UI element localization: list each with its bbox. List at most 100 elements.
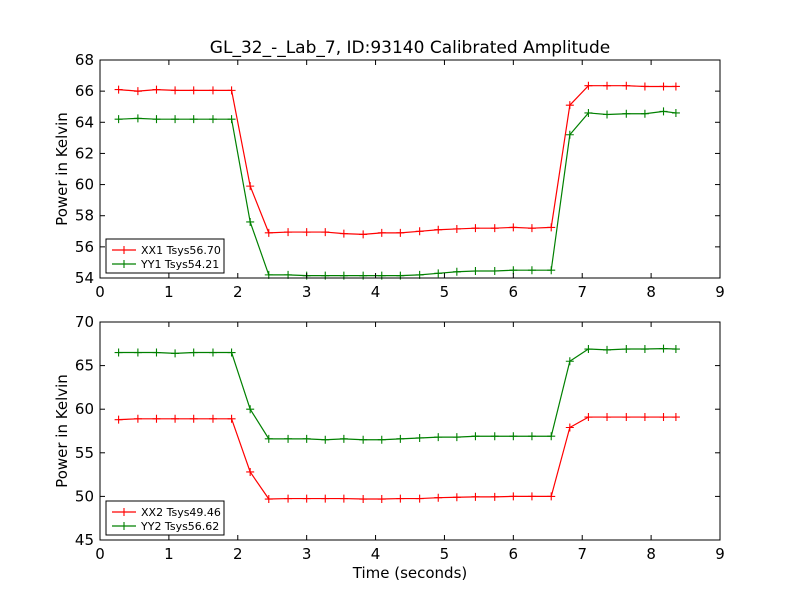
chart-2-series-2-point xyxy=(227,348,236,357)
chart-2-x-tick-label: 1 xyxy=(164,545,174,563)
chart-2-series-1-point xyxy=(152,414,161,423)
chart-1-series-1-point xyxy=(227,86,236,95)
chart-2-series-1-point xyxy=(659,413,668,422)
chart-2-series-2-point xyxy=(302,434,311,443)
chart-1-series-2-point xyxy=(208,115,217,124)
chart-2-series-2-point xyxy=(659,344,668,353)
chart-2-series-1-point xyxy=(415,494,424,503)
chart-1-axes-frame xyxy=(99,59,721,279)
chart-2-series-2-point xyxy=(509,432,518,441)
chart-1-series-1-point xyxy=(152,85,161,94)
chart-2-series-2-point xyxy=(490,432,499,441)
chart-1-series-2-point xyxy=(640,109,649,118)
chart-2-series-2-point xyxy=(189,348,198,357)
chart-2-legend-label-2: YY2 Tsys56.62 xyxy=(140,520,219,533)
chart-2-series-1-point xyxy=(246,467,255,476)
chart-1-y-axis-label: Power in Kelvin xyxy=(53,112,71,226)
chart-1-series-2-point xyxy=(547,266,556,275)
chart-2-series-1-point xyxy=(434,493,443,502)
chart-1-series-1-point xyxy=(302,228,311,237)
chart-2-y-tick-label: 70 xyxy=(75,313,94,331)
chart-2-y-tick-label: 60 xyxy=(75,400,94,418)
chart-1-series-1-point xyxy=(359,230,368,239)
chart-1-series-2-point xyxy=(565,130,574,139)
chart-2-series-1-point xyxy=(396,494,405,503)
chart-1-y-tick-label: 68 xyxy=(75,51,94,69)
chart-2-series-1-point xyxy=(133,414,142,423)
chart-1-series-1-point xyxy=(584,81,593,90)
chart-2-x-tick-label: 6 xyxy=(509,545,519,563)
chart-1-series-2-point xyxy=(527,266,536,275)
chart-2-x-tick-label: 2 xyxy=(233,545,243,563)
chart-1-y-tick-label: 54 xyxy=(75,269,94,287)
chart-2-series-1-point xyxy=(584,413,593,422)
chart-1-x-tick-label: 4 xyxy=(371,283,381,301)
chart-2-series-1-point xyxy=(302,494,311,503)
chart-2-x-tick-label: 7 xyxy=(577,545,587,563)
chart-1-y-tick-label: 64 xyxy=(75,113,94,131)
chart-1-series-2-point xyxy=(227,115,236,124)
chart-2-series-2-point xyxy=(133,348,142,357)
chart-1-x-tick-label: 7 xyxy=(577,283,587,301)
chart-1-series-2-point xyxy=(171,115,180,124)
chart-1-series-1-point xyxy=(434,225,443,234)
chart-1-series-1-point xyxy=(208,86,217,95)
chart-1-x-tick-label: 5 xyxy=(440,283,450,301)
chart-1-y-tick-label: 66 xyxy=(75,82,94,100)
chart-1-series-1-line xyxy=(118,85,676,236)
chart-2-series-1-point xyxy=(509,492,518,501)
chart-2-x-tick-label: 5 xyxy=(440,545,450,563)
chart-1-series-1-point xyxy=(339,229,348,238)
chart-1-series-1-point xyxy=(246,182,255,191)
chart-1-series-2-point xyxy=(490,266,499,275)
chart-1-series-2-point xyxy=(509,266,518,275)
chart-2-series-2-point xyxy=(603,345,612,354)
chart-2-series-2-point xyxy=(264,434,273,443)
chart-2-series-2-point xyxy=(565,357,574,366)
chart-2-series-1-point xyxy=(547,492,556,501)
chart-2-series-1-point xyxy=(227,414,236,423)
chart-1-series-2-point xyxy=(114,115,123,124)
chart-1-series-2-point xyxy=(622,109,631,118)
chart-2-series-2-point xyxy=(396,434,405,443)
chart-1-series-1-point xyxy=(490,224,499,233)
chart-2-series-2-point xyxy=(622,345,631,354)
chart-2-series-1-point xyxy=(640,413,649,422)
chart-2-series-1-point xyxy=(377,495,386,504)
chart-2-legend-marker-1 xyxy=(120,508,128,516)
chart-1-series-1-point xyxy=(377,228,386,237)
chart-1-series-1-point xyxy=(671,82,680,91)
chart-2-series-2-point xyxy=(452,433,461,442)
chart-1-series-1-point xyxy=(284,228,293,237)
chart-title: GL_32_-_Lab_7, ID:93140 Calibrated Ampli… xyxy=(210,38,610,58)
chart-1-y-tick-label: 56 xyxy=(75,238,94,256)
chart-2-legend-marker-2 xyxy=(120,522,128,530)
chart-2-series-2-point xyxy=(114,348,123,357)
chart-2-x-axis-label: Time (seconds) xyxy=(352,564,468,582)
chart-2-series-1-point xyxy=(264,495,273,504)
chart-2-series-1-line xyxy=(118,416,676,500)
chart-1-legend-label-1: XX1 Tsys56.70 xyxy=(141,244,221,257)
chart-1-x-tick-label: 9 xyxy=(715,283,725,301)
chart-1-legend-marker-2 xyxy=(120,260,128,268)
chart-1-series-1-point xyxy=(603,81,612,90)
chart-1-series-2-point xyxy=(452,267,461,276)
chart-1-series-1-point xyxy=(415,227,424,236)
chart-1-y-tick-label: 62 xyxy=(75,144,94,162)
chart-1-legend-marker-1 xyxy=(120,246,128,254)
chart-2-series-1-point xyxy=(565,423,574,432)
chart-1-series-2-point xyxy=(584,108,593,117)
chart-1-series-2-point xyxy=(659,107,668,116)
chart-2-x-tick-label: 3 xyxy=(302,545,312,563)
chart-2-legend-label-1: XX2 Tsys49.46 xyxy=(141,506,221,519)
chart-1-y-tick-label: 58 xyxy=(75,207,94,225)
chart-2-series-2-point xyxy=(377,435,386,444)
chart-2-series-1-point xyxy=(321,494,330,503)
chart-2-series-2-point xyxy=(471,432,480,441)
chart-2-x-tick-label: 0 xyxy=(95,545,105,563)
chart-2-series-2-point xyxy=(547,432,556,441)
chart-1-y-tick-label: 60 xyxy=(75,176,94,194)
chart-1-series-2-point xyxy=(133,114,142,123)
